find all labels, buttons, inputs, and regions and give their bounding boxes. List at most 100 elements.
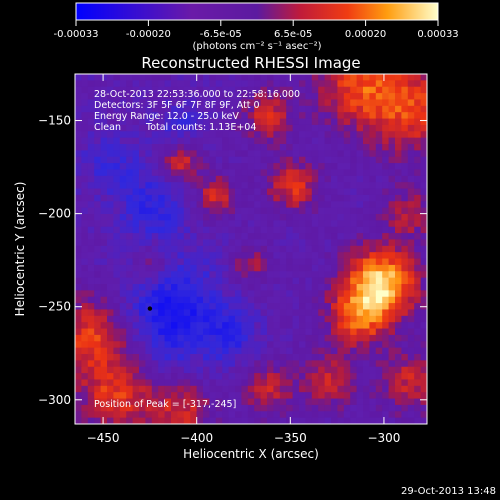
heatmap-cell xyxy=(401,233,409,240)
heatmap-cell xyxy=(228,252,236,260)
heatmap-cell xyxy=(203,163,210,170)
heatmap-cell xyxy=(350,226,358,234)
heatmap-cell xyxy=(228,277,236,285)
heatmap-cell xyxy=(350,175,358,183)
heatmap-cell xyxy=(337,328,345,336)
heatmap-cell xyxy=(407,385,415,393)
heatmap-cell xyxy=(254,245,262,253)
heatmap-cell xyxy=(292,214,300,221)
heatmap-cell xyxy=(177,169,185,177)
heatmap-cell xyxy=(113,334,121,342)
heatmap-cell xyxy=(107,347,114,355)
heatmap-cell xyxy=(343,411,351,419)
heatmap-cell xyxy=(132,80,140,88)
heatmap-cell xyxy=(228,398,236,406)
heatmap-cell xyxy=(286,112,294,120)
heatmap-cell xyxy=(260,74,268,81)
heatmap-cell xyxy=(388,411,396,419)
heatmap-cell xyxy=(420,398,427,406)
heatmap-cell xyxy=(235,124,242,132)
heatmap-cell xyxy=(241,163,249,170)
heatmap-cell xyxy=(286,131,294,139)
colorbar-tick-label: 6.5e-05 xyxy=(274,29,312,40)
heatmap-cell xyxy=(183,264,191,272)
heatmap-cell xyxy=(305,156,313,164)
heatmap-cell xyxy=(94,277,102,285)
heatmap-cell xyxy=(100,80,108,88)
heatmap-cell xyxy=(388,239,396,247)
heatmap-cell xyxy=(324,398,332,406)
heatmap-cell xyxy=(375,258,383,266)
heatmap-cell xyxy=(414,303,422,310)
heatmap-cell xyxy=(343,334,351,342)
heatmap-cell xyxy=(196,124,204,132)
heatmap-cell xyxy=(241,93,249,100)
heatmap-cell xyxy=(87,163,95,170)
heatmap-cell xyxy=(414,379,422,387)
heatmap-cell xyxy=(215,271,223,279)
heatmap-cell xyxy=(126,207,134,215)
heatmap-cell xyxy=(279,271,287,279)
heatmap-cell xyxy=(100,74,108,81)
heatmap-cell xyxy=(113,156,121,164)
heatmap-cell xyxy=(171,264,178,272)
heatmap-cell xyxy=(299,328,306,336)
heatmap-cell xyxy=(375,411,383,419)
heatmap-cell xyxy=(87,194,95,202)
heatmap-cell xyxy=(414,137,422,145)
heatmap-cell xyxy=(286,169,294,177)
heatmap-cell xyxy=(164,264,172,272)
annotation-energy-range: Energy Range: 12.0 - 25.0 keV xyxy=(94,111,239,122)
heatmap-cell xyxy=(318,201,326,209)
heatmap-cell xyxy=(215,252,223,260)
heatmap-cell xyxy=(388,379,396,387)
heatmap-cell xyxy=(382,417,390,424)
heatmap-cell xyxy=(94,385,102,393)
heatmap-cell xyxy=(209,99,217,107)
heatmap-cell xyxy=(183,290,191,298)
heatmap-cell xyxy=(119,398,127,406)
heatmap-cell xyxy=(183,373,191,380)
heatmap-cell xyxy=(286,379,294,387)
heatmap-cell xyxy=(75,284,82,291)
heatmap-cell xyxy=(177,99,185,107)
heatmap-cell xyxy=(222,252,230,260)
heatmap-cell xyxy=(158,347,166,355)
heatmap-cell xyxy=(356,252,364,260)
heatmap-cell xyxy=(100,239,108,247)
heatmap-cell xyxy=(343,99,351,107)
heatmap-cell xyxy=(196,373,204,380)
heatmap-cell xyxy=(401,328,409,336)
heatmap-cell xyxy=(350,156,358,164)
heatmap-cell xyxy=(107,124,114,132)
heatmap-cell xyxy=(241,379,249,387)
x-tick-label: −350 xyxy=(274,431,307,445)
heatmap-cell xyxy=(228,322,236,330)
heatmap-cell xyxy=(151,188,159,196)
heatmap-cell xyxy=(177,93,185,100)
heatmap-cell xyxy=(267,169,274,177)
heatmap-cell xyxy=(94,182,102,190)
annotation-time-range: 28-Oct-2013 22:53:36.000 to 22:58:16.000 xyxy=(94,89,300,100)
heatmap-cell xyxy=(337,93,345,100)
heatmap-cell xyxy=(273,163,281,170)
heatmap-cell xyxy=(388,404,396,412)
heatmap-cell xyxy=(190,347,198,355)
heatmap-cell xyxy=(331,118,338,126)
heatmap-cell xyxy=(286,86,294,94)
heatmap-cell xyxy=(337,417,345,424)
heatmap-cell xyxy=(171,366,178,374)
heatmap-cell xyxy=(388,277,396,285)
heatmap-cell xyxy=(318,105,326,113)
heatmap-cell xyxy=(286,156,294,164)
heatmap-cell xyxy=(132,137,140,145)
heatmap-cell xyxy=(158,245,166,253)
heatmap-cell xyxy=(158,328,166,336)
heatmap-cell xyxy=(158,214,166,221)
heatmap-cell xyxy=(420,201,427,209)
heatmap-cell xyxy=(107,175,114,183)
heatmap-cell xyxy=(292,239,300,247)
heatmap-cell xyxy=(356,354,364,361)
heatmap-cell xyxy=(369,404,377,412)
heatmap-cell xyxy=(299,226,306,234)
